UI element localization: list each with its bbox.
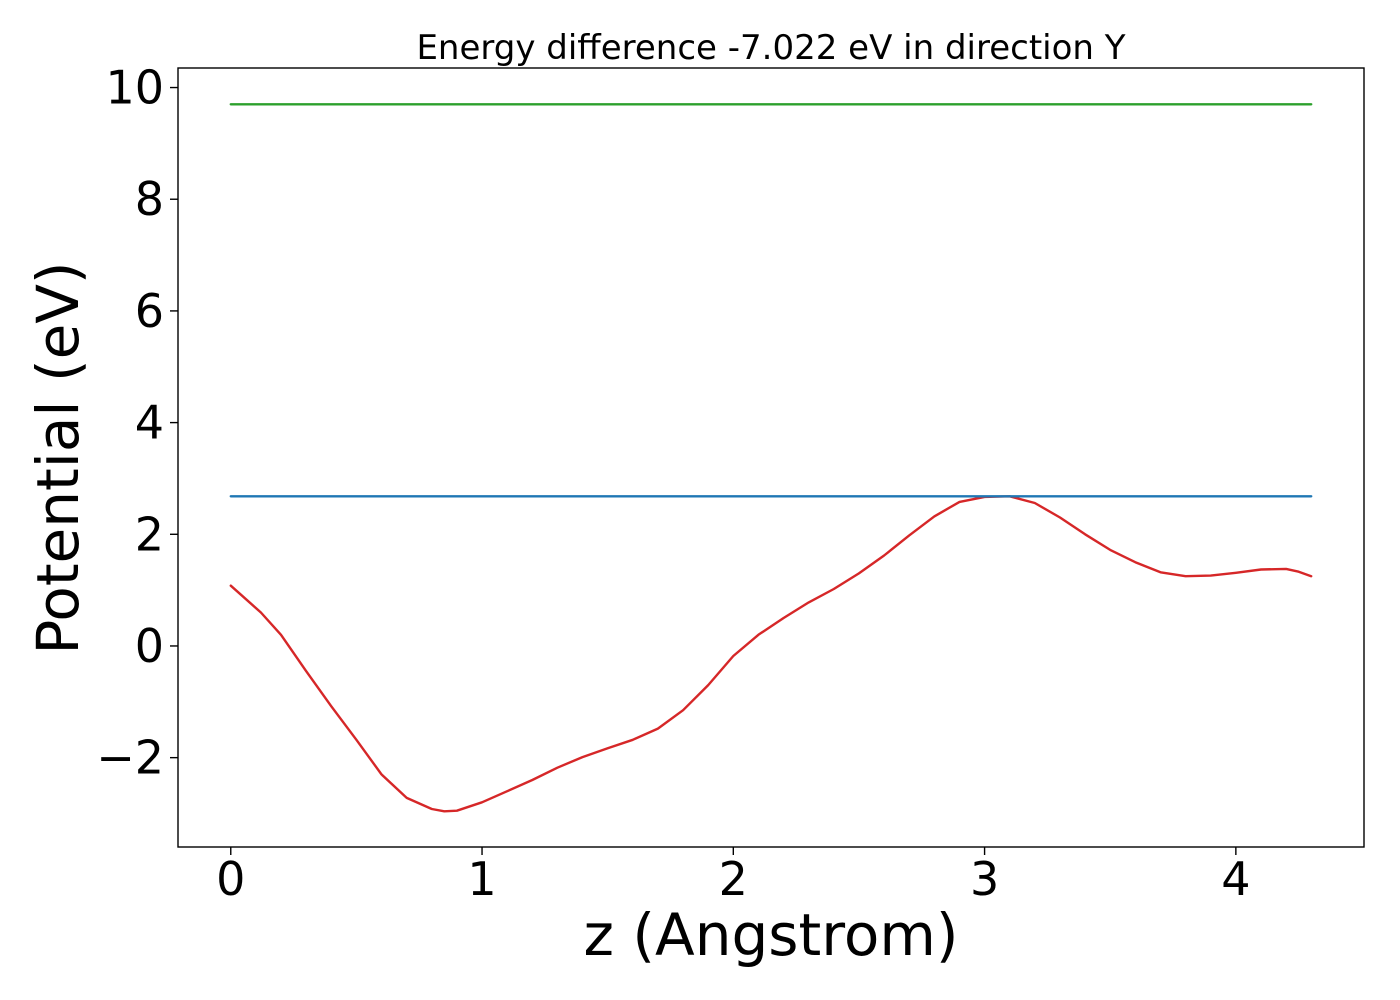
y-axis-ticks: −2 0 2 4 6 8 10 [96, 61, 178, 785]
y-tick-label: 4 [135, 396, 164, 450]
plot-frame [177, 67, 1365, 848]
x-axis-label: z (Angstrom) [584, 901, 959, 969]
series-line-0 [229, 495, 1313, 813]
x-tick-label: 0 [216, 852, 245, 906]
x-tick-label: 2 [719, 852, 748, 906]
y-tick-label: 2 [135, 507, 164, 561]
x-tick-label: 1 [467, 852, 496, 906]
series-layer [229, 103, 1313, 813]
x-axis-ticks: 0 1 2 3 4 [216, 847, 1250, 906]
y-tick-label: −2 [96, 731, 164, 785]
x-tick-label: 3 [970, 852, 999, 906]
y-tick-label: 0 [135, 619, 164, 673]
x-tick-label: 4 [1221, 852, 1250, 906]
y-tick-label: 8 [135, 172, 164, 226]
chart-title: Energy difference -7.022 eV in direction… [416, 28, 1125, 68]
y-axis-label: Potential (eV) [24, 261, 92, 654]
y-tick-label: 6 [135, 284, 164, 338]
y-tick-label: 10 [105, 61, 164, 115]
